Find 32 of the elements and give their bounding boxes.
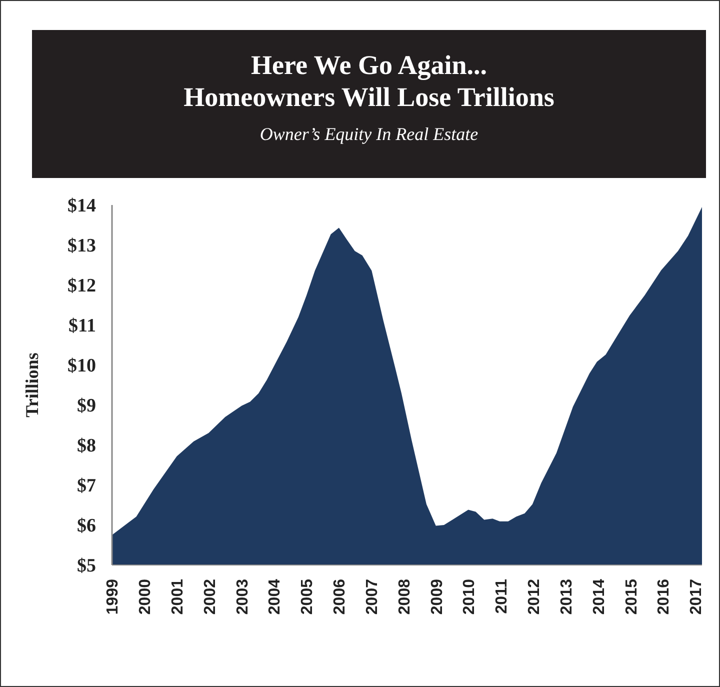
x-tick-label: 2011 bbox=[494, 578, 511, 614]
y-tick-label: $10 bbox=[68, 356, 96, 377]
chart-title: Here We Go Again... Homeowners Will Lose Trillions bbox=[184, 50, 554, 112]
x-tick-label: 1999 bbox=[104, 578, 122, 615]
y-tick-label: $9 bbox=[77, 396, 96, 417]
x-tick-label: 2002 bbox=[202, 578, 219, 615]
x-tick-label: 2013 bbox=[558, 578, 576, 615]
x-tick-label: 2009 bbox=[428, 578, 446, 615]
x-tick-label: 2004 bbox=[266, 578, 284, 615]
x-tick-label: 2001 bbox=[169, 578, 186, 615]
x-tick-label: 2003 bbox=[234, 578, 252, 615]
x-tick-label: 2005 bbox=[299, 578, 316, 615]
x-tick-label: 2008 bbox=[396, 578, 414, 615]
x-tick-label: 2012 bbox=[526, 578, 544, 615]
x-tick-label: 2007 bbox=[364, 578, 381, 615]
y-tick-label: $6 bbox=[77, 516, 96, 537]
x-tick-label: 2015 bbox=[623, 578, 640, 615]
y-tick-label: $5 bbox=[77, 556, 96, 577]
y-tick-label: $12 bbox=[68, 276, 96, 297]
x-tick-label: 2016 bbox=[656, 578, 673, 615]
x-tick-label: 2000 bbox=[137, 578, 154, 615]
y-tick-label: $13 bbox=[68, 236, 96, 257]
y-axis-title: Trillions bbox=[22, 352, 42, 418]
x-tick-label: 2014 bbox=[590, 578, 608, 615]
chart-subtitle: Owner’s Equity In Real Estate bbox=[260, 124, 478, 144]
x-tick-label: 2006 bbox=[332, 578, 349, 615]
y-tick-label: $11 bbox=[68, 316, 96, 337]
y-tick-label: $7 bbox=[77, 476, 96, 497]
y-tick-label: $8 bbox=[77, 436, 96, 457]
y-tick-label: $14 bbox=[68, 196, 96, 217]
x-tick-label: 2017 bbox=[688, 578, 706, 615]
x-tick-label: 2010 bbox=[461, 578, 478, 615]
